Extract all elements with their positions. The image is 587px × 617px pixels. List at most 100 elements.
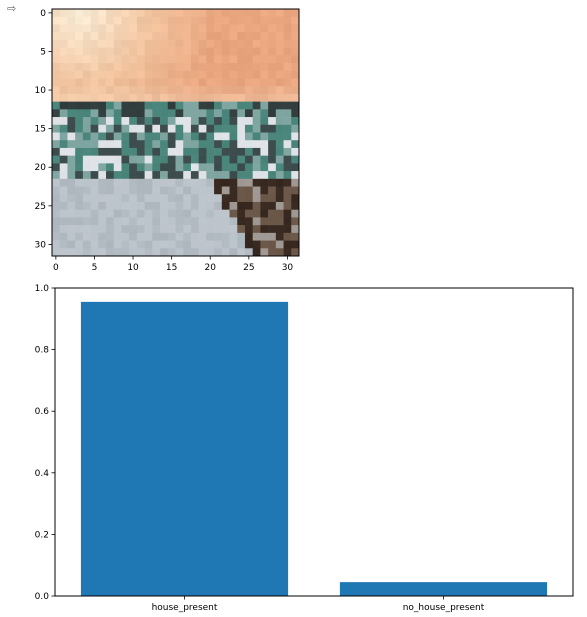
image-pixel <box>252 225 261 234</box>
image-pixel <box>160 24 169 33</box>
image-pixel <box>229 32 238 41</box>
image-pixel <box>244 55 253 64</box>
image-pixel <box>106 171 115 180</box>
image-pixel <box>260 86 269 95</box>
image-pixel <box>275 109 284 118</box>
image-pixel <box>82 93 91 102</box>
image-pixel <box>144 124 153 133</box>
bar-y-tick-label: 0.4 <box>35 469 50 479</box>
image-pixel <box>214 9 223 18</box>
image-pixel <box>59 93 68 102</box>
image-pixel <box>268 63 277 72</box>
image-pixel <box>229 209 238 218</box>
image-pixel <box>260 225 269 234</box>
image-pixel <box>175 248 184 257</box>
image-pixel <box>167 78 176 87</box>
image-pixel <box>106 209 115 218</box>
image-pixel <box>244 163 253 172</box>
image-pixel <box>75 232 84 241</box>
image-pixel <box>167 171 176 180</box>
image-pixel <box>183 186 192 195</box>
image-pixel <box>160 55 169 64</box>
image-pixel <box>252 101 261 110</box>
image-pixel <box>144 16 153 25</box>
image-y-tick-label: 10 <box>35 86 47 96</box>
export-output-icon[interactable]: ⇨ <box>7 2 17 15</box>
image-pixel <box>206 240 215 249</box>
image-pixel <box>291 217 300 226</box>
image-pixel <box>59 186 68 195</box>
image-pixel <box>283 86 292 95</box>
image-pixel <box>106 194 115 203</box>
image-pixel <box>175 140 184 149</box>
image-pixel <box>190 47 199 56</box>
image-pixel <box>75 178 84 187</box>
image-pixel <box>237 24 246 33</box>
image-pixel <box>206 147 215 156</box>
image-pixel <box>75 55 84 64</box>
image-pixel <box>152 47 161 56</box>
image-pixel <box>183 240 192 249</box>
image-pixel <box>283 155 292 164</box>
image-pixel <box>75 24 84 33</box>
image-pixel <box>260 70 269 79</box>
image-pixel <box>283 16 292 25</box>
image-pixel <box>268 217 277 226</box>
image-pixel <box>113 140 122 149</box>
image-x-tick-label: 0 <box>53 263 59 270</box>
image-pixel <box>90 217 99 226</box>
image-pixel <box>260 217 269 226</box>
image-pixel <box>106 225 115 234</box>
image-pixel <box>136 117 145 126</box>
image-pixel <box>260 9 269 18</box>
image-pixel <box>160 109 169 118</box>
image-pixel <box>98 101 107 110</box>
image-pixel <box>214 178 223 187</box>
image-pixel <box>275 217 284 226</box>
image-pixel <box>229 217 238 226</box>
image-pixel <box>67 201 76 210</box>
image-pixel <box>67 132 76 141</box>
image-pixel <box>59 109 68 118</box>
image-pixel <box>252 155 261 164</box>
image-pixel <box>268 93 277 102</box>
image-pixel <box>136 209 145 218</box>
image-pixel <box>152 171 161 180</box>
image-pixel <box>59 132 68 141</box>
image-pixel <box>113 194 122 203</box>
image-pixel <box>291 209 300 218</box>
image-pixel <box>129 155 138 164</box>
image-pixel <box>98 63 107 72</box>
image-pixel <box>198 78 207 87</box>
image-pixel <box>121 78 130 87</box>
image-pixel <box>129 86 138 95</box>
image-pixel <box>152 124 161 133</box>
image-pixel <box>244 124 253 133</box>
image-pixel <box>129 63 138 72</box>
image-pixel <box>82 194 91 203</box>
image-pixel <box>275 63 284 72</box>
image-pixel <box>283 178 292 187</box>
image-pixel <box>129 201 138 210</box>
image-pixel <box>291 186 300 195</box>
image-pixel <box>106 117 115 126</box>
image-pixel <box>82 232 91 241</box>
image-pixel <box>291 248 300 257</box>
image-pixel <box>113 232 122 241</box>
image-pixel <box>268 132 277 141</box>
image-pixel <box>190 16 199 25</box>
image-pixel <box>283 217 292 226</box>
image-pixel <box>160 225 169 234</box>
image-pixel <box>229 117 238 126</box>
image-pixel <box>268 9 277 18</box>
image-pixel <box>167 217 176 226</box>
image-pixel <box>82 78 91 87</box>
image-pixel <box>252 240 261 249</box>
image-pixel <box>98 217 107 226</box>
image-pixel <box>190 186 199 195</box>
image-pixel <box>113 240 122 249</box>
image-pixel <box>206 78 215 87</box>
image-pixel <box>275 194 284 203</box>
image-pixel <box>175 55 184 64</box>
image-pixel <box>75 93 84 102</box>
